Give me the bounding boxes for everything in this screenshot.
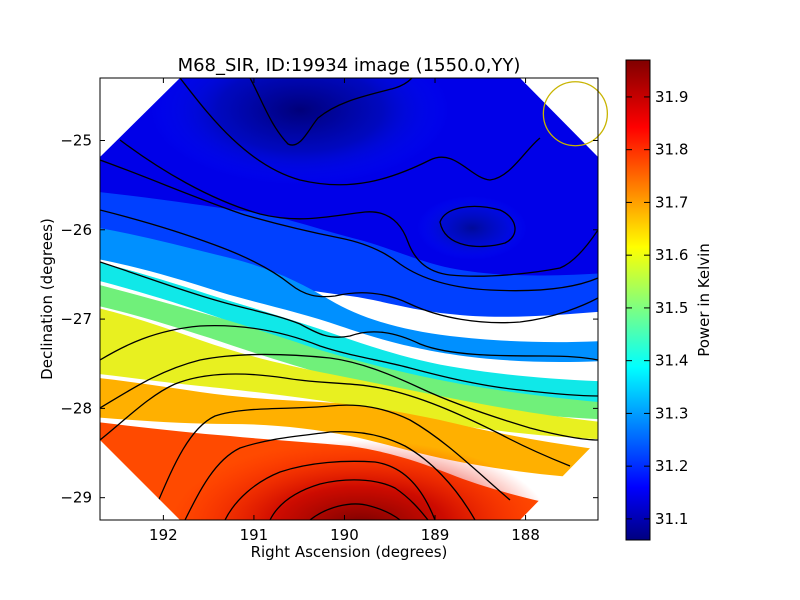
maximum-blob [170,440,550,520]
contour-line [309,503,401,520]
contour-line [100,325,598,397]
y-tick-label: −26 [60,221,92,239]
contour-lines [100,78,598,520]
field-band [100,258,598,405]
colorbar-tick-label: 31.3 [655,404,688,422]
contour-line [249,78,413,146]
contour-line [100,353,598,441]
x-tick-label: 192 [149,526,178,544]
field-band [100,376,598,480]
x-tick-label: 188 [511,526,540,544]
contour-line [224,460,436,520]
colorbar-tick-label: 31.7 [655,193,688,211]
colorbar-ticks: 31.1 31.2 31.3 31.4 31.5 31.6 31.7 31.8 31.9 [626,88,688,528]
y-axis-ticks: −25 −26 −27 −28 −29 [60,132,598,507]
plot-frame [99,77,599,521]
colorbar [625,59,651,541]
y-tick-label: −27 [60,310,92,328]
contour-line [100,159,598,292]
contour-line [119,139,598,277]
contour-line [100,209,598,324]
colorbar-tick-label: 31.6 [655,246,688,264]
x-axis-ticks: 192 191 190 189 188 [149,78,540,544]
x-axis-label: Right Ascension (degrees) [251,543,448,561]
beam-circle [542,81,609,147]
contour-line [184,430,476,520]
y-axis-label: Declination (degrees) [38,218,56,380]
heatmap-image [100,78,598,520]
colorbar-label: Power in Kelvin [695,243,713,357]
contour-line [269,479,429,520]
colorbar-tick-label: 31.9 [655,88,688,106]
contour-line [100,261,598,361]
y-tick-label: −28 [60,399,92,417]
colorbar-tick-label: 31.8 [655,141,688,159]
y-tick-label: −25 [60,132,92,150]
minimum-blob [150,78,450,185]
y-tick-label: −29 [60,489,92,507]
field-band [100,420,598,520]
colorbar-tick-label: 31.4 [655,352,688,370]
x-tick-label: 191 [240,526,269,544]
colorbar-tick-label: 31.2 [655,457,688,475]
contour-line [439,205,516,248]
contour-line [179,78,541,186]
chart-title: M68_SIR, ID:19934 image (1550.0,YY) [178,55,521,76]
local-minimum-blob [417,196,527,260]
x-tick-label: 190 [330,526,359,544]
field-band [100,280,598,420]
contour-line [149,404,511,520]
x-tick-label: 189 [421,526,450,544]
colorbar-tick-label: 31.1 [655,510,688,528]
field-band [100,225,598,362]
colorbar-tick-label: 31.5 [655,299,688,317]
contour-line [100,373,571,467]
field-band [100,304,598,440]
field-band [100,190,598,317]
